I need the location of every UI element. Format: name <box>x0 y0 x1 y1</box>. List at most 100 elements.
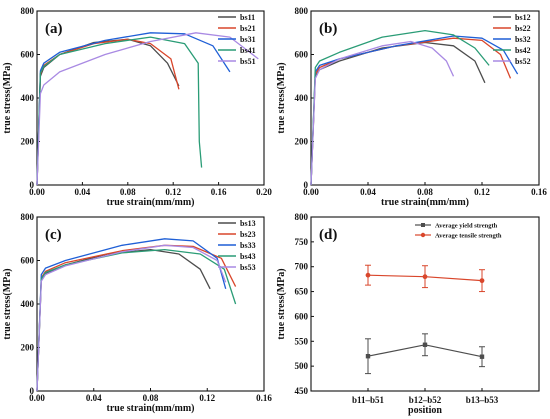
y-tick-label: 0 <box>304 180 309 190</box>
legend-marker <box>421 223 425 227</box>
x-axis-label: position <box>408 405 442 416</box>
panel-3: 0 200 400 600 800 0.00 0.04 0.08 0.12 0.16 true st… <box>2 212 272 414</box>
x-tick-label: b13–b53 <box>466 395 499 405</box>
legend-label: bs23 <box>240 230 256 239</box>
panel-label: (a) <box>45 21 63 37</box>
x-tick-label: 0.00 <box>29 393 45 403</box>
x-tick-label: 0.08 <box>417 187 433 197</box>
x-tick-label: 0.08 <box>143 393 159 403</box>
x-axis-label: true strain(mm/mm) <box>106 197 194 208</box>
series-line-bs12 <box>310 41 486 186</box>
x-tick-label: 0.04 <box>75 187 91 197</box>
series-line-bs51 <box>36 32 259 186</box>
x-tick-label: 0.16 <box>531 187 547 197</box>
y-tick-label: 200 <box>21 343 35 353</box>
legend-label: bs21 <box>240 24 256 33</box>
x-axis-label: true strain(mm/mm) <box>381 197 469 208</box>
x-tick-label: 0.16 <box>211 187 227 197</box>
legend-label: bs51 <box>240 57 256 66</box>
y-tick-label: 800 <box>21 212 35 222</box>
legend-label: bs42 <box>515 46 531 55</box>
y-tick-label: 400 <box>21 93 35 103</box>
panel-label: (d) <box>319 227 337 243</box>
legend-label: bs13 <box>240 219 256 228</box>
x-tick-label: 0.04 <box>360 187 376 197</box>
y-axis-label: true stress(MPa) <box>2 62 13 133</box>
series-line-bs41 <box>36 36 203 186</box>
series-line-bs42 <box>310 29 490 186</box>
legend-label: Average tensile strength <box>435 233 502 240</box>
y-tick-label: 450 <box>295 386 309 396</box>
series-line-bs31 <box>36 32 231 186</box>
panel-2: 0 200 400 600 800 0.00 0.04 0.08 0.12 0.16 true st… <box>276 6 547 208</box>
legend-label: bs12 <box>515 13 531 22</box>
x-tick-label: 0.20 <box>256 187 272 197</box>
legend-label: bs41 <box>240 46 256 55</box>
legend-label: bs33 <box>240 241 256 250</box>
x-axis-label: true strain(mm/mm) <box>106 403 194 414</box>
data-point <box>422 274 428 280</box>
series-line-bs53 <box>36 244 227 392</box>
x-tick-label: 0.16 <box>256 393 272 403</box>
x-tick-label: 0.04 <box>86 393 102 403</box>
y-tick-label: 600 <box>295 50 309 60</box>
series-line-bs13 <box>36 248 211 392</box>
y-tick-label: 600 <box>295 311 309 321</box>
panel-1: 0 200 400 600 800 0.00 0.04 0.08 0.12 0.16 0.20 tru… <box>2 6 272 208</box>
x-tick-label: 0.12 <box>165 187 181 197</box>
plot-frame <box>310 216 540 392</box>
series-line-bs21 <box>36 38 180 186</box>
x-tick-label: 0.12 <box>199 393 215 403</box>
series-line-bs23 <box>36 244 237 392</box>
series-line-bs33 <box>36 238 227 392</box>
data-point <box>479 278 485 284</box>
plot-frame <box>36 216 265 392</box>
x-tick-label: 0.12 <box>474 187 490 197</box>
legend-marker <box>420 232 426 238</box>
plot-frame <box>310 10 540 186</box>
legend-label: Average yield strength <box>435 223 498 230</box>
y-tick-label: 750 <box>295 237 309 247</box>
panel-4: 450 500 550 600 650 700 750 800 b11–b51 b12–b52 b1… <box>276 212 540 416</box>
x-tick-label: 0.00 <box>29 187 45 197</box>
series-line-bs11 <box>36 38 180 186</box>
legend-label: bs32 <box>515 35 531 44</box>
data-point <box>479 354 485 359</box>
y-axis-label: true stress(MPa) <box>276 268 287 339</box>
y-tick-label: 400 <box>21 299 35 309</box>
y-axis-label: true stress(MPa) <box>276 62 287 133</box>
legend-label: bs43 <box>240 252 256 261</box>
legend-label: bs11 <box>240 13 255 22</box>
data-point <box>422 342 428 347</box>
y-tick-label: 200 <box>295 137 309 147</box>
y-tick-label: 800 <box>295 212 309 222</box>
series-line-bs43 <box>36 248 237 392</box>
panel-label: (b) <box>319 21 337 37</box>
series-line-bs52 <box>310 40 455 186</box>
series-line-bs32 <box>310 35 519 186</box>
y-tick-label: 500 <box>295 361 309 371</box>
x-tick-label: 0.00 <box>303 187 319 197</box>
y-tick-label: 600 <box>21 50 35 60</box>
legend-label: bs52 <box>515 57 531 66</box>
y-tick-label: 0 <box>30 386 35 396</box>
panel-label: (c) <box>45 227 62 243</box>
y-tick-label: 650 <box>295 287 309 297</box>
legend-label: bs31 <box>240 35 256 44</box>
legend-label: bs22 <box>515 24 531 33</box>
y-tick-label: 400 <box>295 93 309 103</box>
y-tick-label: 600 <box>21 256 35 266</box>
x-tick-label: b12–b52 <box>409 395 442 405</box>
y-tick-label: 550 <box>295 336 309 346</box>
y-tick-label: 200 <box>21 137 35 147</box>
y-tick-label: 0 <box>30 180 35 190</box>
data-point <box>365 354 371 359</box>
x-tick-label: 0.08 <box>120 187 136 197</box>
y-tick-label: 700 <box>295 262 309 272</box>
y-tick-label: 800 <box>295 6 309 16</box>
data-point <box>365 272 371 278</box>
x-tick-label: b11–b51 <box>352 395 385 405</box>
y-axis-label: true stress(MPa) <box>2 268 13 339</box>
legend-label: bs53 <box>240 263 256 272</box>
